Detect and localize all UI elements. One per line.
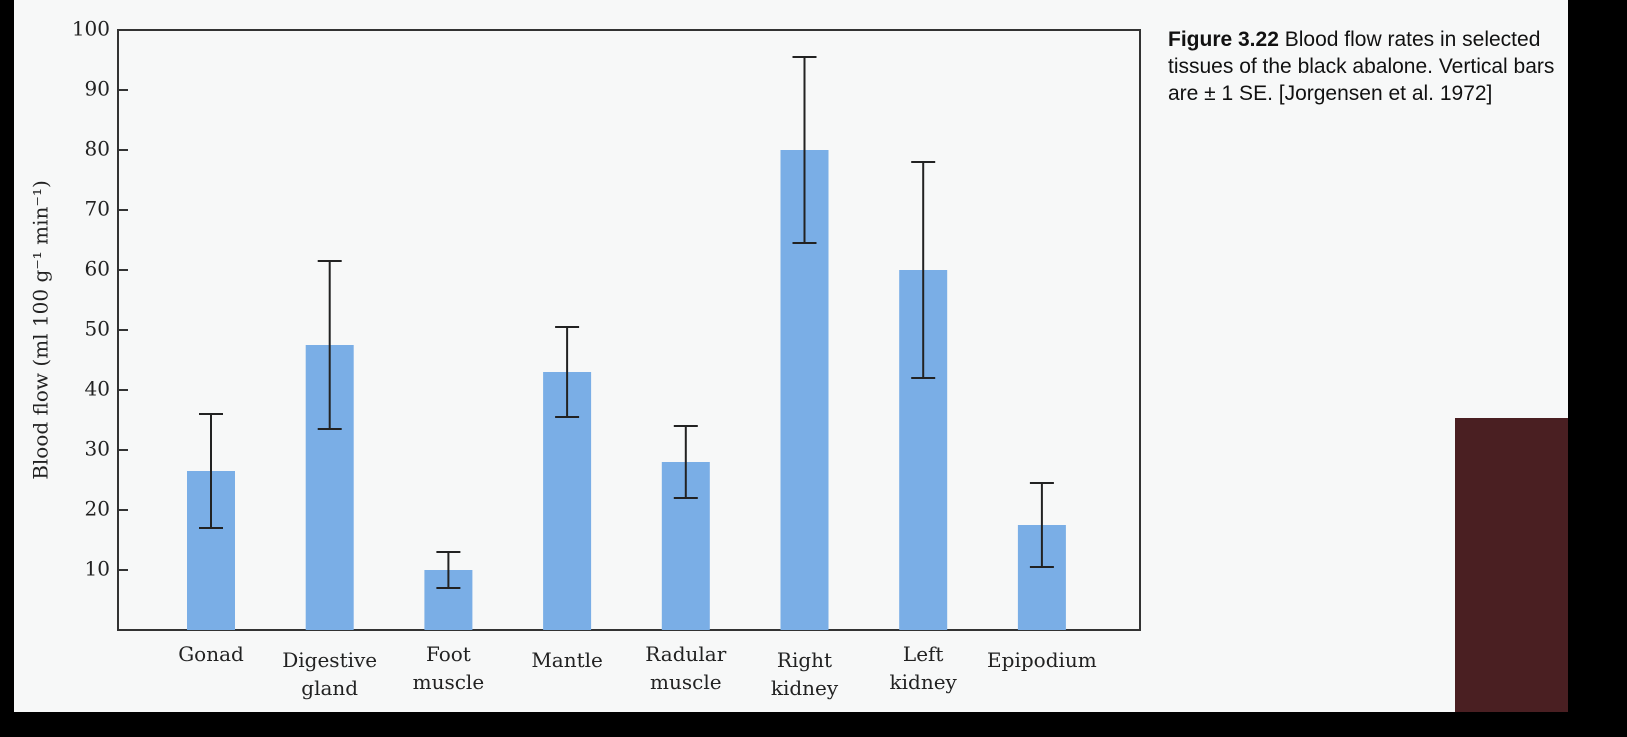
x-tick-label: Gonad [178, 642, 244, 666]
y-tick-label: 100 [72, 17, 110, 41]
y-tick-label: 70 [85, 197, 110, 221]
x-tick-label: Mantle [531, 648, 603, 672]
page: Blood flow (ml 100 g⁻¹ min⁻¹) 10 20 30 40 50… [0, 0, 1627, 737]
x-tick-label: Epipodium [987, 648, 1097, 672]
y-axis-label: Blood flow (ml 100 g⁻¹ min⁻¹) [29, 180, 53, 480]
caption-label: Figure 3.22 [1168, 28, 1279, 51]
y-tick-label: 40 [85, 377, 110, 401]
y-tick-label: 10 [85, 557, 110, 581]
chart: Blood flow (ml 100 g⁻¹ min⁻¹) 10 20 30 40 50… [0, 0, 1627, 737]
y-tick-label: 50 [85, 317, 110, 341]
y-tick-label: 80 [85, 137, 110, 161]
y-tick-label: 90 [85, 77, 110, 101]
photo [1455, 418, 1568, 712]
y-tick-label: 20 [85, 497, 110, 521]
y-tick-label: 60 [85, 257, 110, 281]
caption: Figure 3.22 Blood flow rates in selected… [1168, 26, 1558, 107]
y-tick-label: 30 [85, 437, 110, 461]
